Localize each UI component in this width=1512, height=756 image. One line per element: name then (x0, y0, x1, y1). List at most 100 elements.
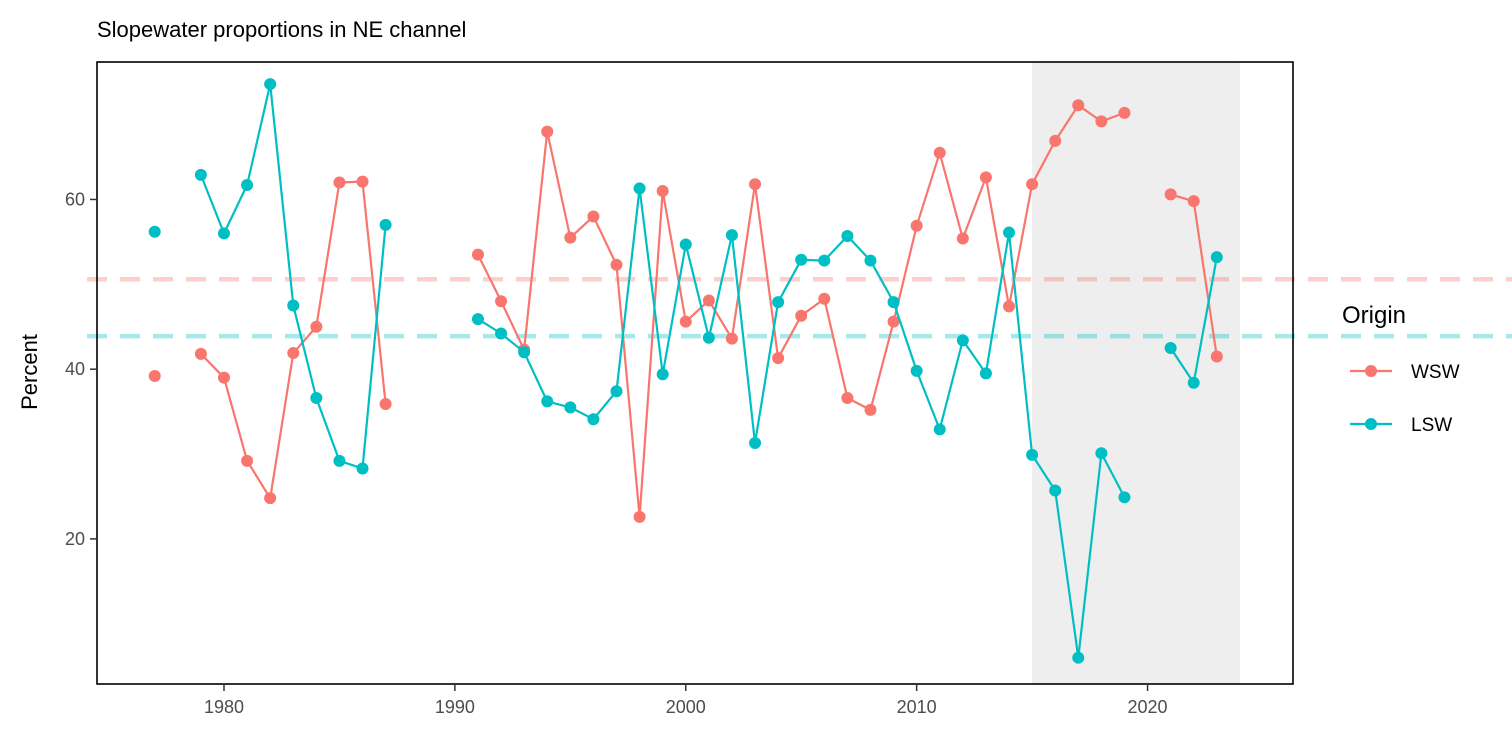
data-point (287, 299, 300, 312)
data-point (310, 392, 323, 405)
data-point (1118, 491, 1131, 504)
data-point (1095, 447, 1108, 460)
data-point (887, 315, 900, 328)
data-point (1187, 195, 1200, 208)
series-wsw (148, 99, 1223, 523)
x-tick-label: 1980 (204, 697, 244, 717)
data-point (217, 371, 230, 384)
legend-label: WSW (1411, 362, 1460, 383)
legend-key-point (1365, 365, 1377, 377)
data-point (887, 296, 900, 309)
chart-title: Slopewater proportions in NE channel (97, 17, 466, 42)
data-point (217, 227, 230, 240)
panel-border (96, 61, 1294, 685)
data-point (587, 210, 600, 223)
data-point (564, 401, 577, 414)
data-point (725, 332, 738, 345)
data-point (979, 367, 992, 380)
data-point (656, 368, 669, 381)
data-point (541, 125, 554, 138)
data-point (956, 232, 969, 245)
data-point (864, 403, 877, 416)
data-point (749, 437, 762, 450)
data-point (749, 178, 762, 191)
data-point (495, 327, 508, 340)
data-point (633, 510, 646, 523)
legend-items: WSW LSW (1350, 362, 1460, 436)
data-point (956, 334, 969, 347)
data-point (1164, 188, 1177, 201)
legend-title: Origin (1342, 302, 1406, 329)
data-point (379, 218, 392, 231)
data-point (910, 364, 923, 377)
data-point (725, 229, 738, 242)
data-point (1049, 134, 1062, 147)
data-point (564, 231, 577, 244)
data-point (471, 248, 484, 261)
data-point (795, 253, 808, 266)
plot-frame (96, 61, 1294, 685)
data-point (656, 184, 669, 197)
data-point (1210, 251, 1223, 264)
data-point (933, 423, 946, 436)
data-point (633, 182, 646, 195)
data-point (148, 369, 161, 382)
y-axis: 20 40 60 (65, 189, 97, 549)
data-point (679, 315, 692, 328)
data-point (148, 225, 161, 238)
y-axis-title: Percent (17, 334, 42, 410)
data-point (772, 352, 785, 365)
data-point (471, 313, 484, 326)
data-point (841, 229, 854, 242)
legend-key-point (1365, 418, 1377, 430)
y-tick-label: 60 (65, 189, 85, 209)
y-tick-label: 40 (65, 359, 85, 379)
x-tick-label: 2020 (1128, 697, 1168, 717)
series-lsw (148, 78, 1223, 664)
x-axis: 1980 1990 2000 2010 2020 (204, 684, 1168, 717)
data-point (1049, 484, 1062, 497)
data-point (702, 331, 715, 344)
data-point (587, 413, 600, 426)
data-point (194, 168, 207, 181)
data-point (1072, 99, 1085, 112)
legend: Origin WSW LSW (1342, 302, 1460, 436)
data-point (1026, 178, 1039, 191)
data-point (679, 238, 692, 251)
data-point (610, 385, 623, 398)
data-point (1003, 300, 1016, 313)
legend-label: LSW (1411, 415, 1452, 436)
data-point (933, 146, 946, 159)
data-point (518, 346, 531, 359)
data-point (241, 454, 254, 467)
data-point (979, 171, 992, 184)
data-point (356, 175, 369, 188)
data-point (864, 254, 877, 267)
legend-item-wsw: WSW (1350, 362, 1460, 383)
data-point (1210, 350, 1223, 363)
data-point (1095, 115, 1108, 128)
data-point (818, 292, 831, 305)
data-point (310, 320, 323, 333)
data-point (795, 309, 808, 322)
data-point (1003, 226, 1016, 239)
data-point (1187, 376, 1200, 389)
data-point (1026, 448, 1039, 461)
data-point (1164, 341, 1177, 354)
data-point (541, 395, 554, 408)
data-point (356, 462, 369, 475)
data-point (264, 492, 277, 505)
data-point (379, 397, 392, 410)
data-point (1118, 106, 1131, 119)
data-point (241, 179, 254, 192)
data-point (610, 258, 623, 271)
data-point (264, 78, 277, 91)
data-point (333, 176, 346, 189)
data-point (841, 392, 854, 405)
data-point (1072, 651, 1085, 664)
data-point (818, 254, 831, 267)
data-point (287, 347, 300, 360)
x-tick-label: 2010 (897, 697, 937, 717)
